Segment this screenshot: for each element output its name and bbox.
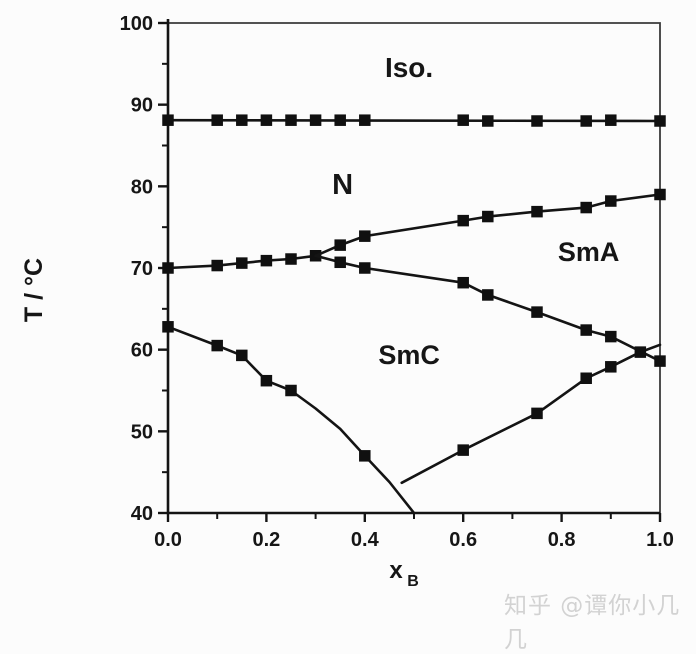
data-marker [457, 214, 469, 227]
data-marker [211, 114, 223, 126]
y-tick-label: 40 [131, 503, 153, 525]
data-marker [457, 114, 469, 126]
data-marker [236, 114, 248, 126]
data-marker [359, 262, 371, 274]
data-marker [654, 188, 666, 201]
x-tick-label: 0.4 [351, 529, 380, 551]
y-axis-title: T / °C [20, 258, 48, 322]
data-marker [285, 384, 297, 397]
series-line-5 [400, 343, 662, 485]
data-marker [654, 115, 666, 127]
data-marker [580, 324, 592, 336]
x-axis-title: x [389, 557, 403, 584]
data-marker [236, 349, 248, 362]
data-marker [531, 306, 543, 318]
data-marker [580, 201, 592, 214]
series-line-4 [166, 325, 416, 515]
data-marker [359, 114, 371, 126]
y-tick-label: 80 [131, 176, 153, 198]
y-tick-label: 90 [131, 95, 153, 117]
data-marker [531, 115, 543, 127]
data-marker [211, 339, 223, 352]
data-marker [531, 407, 543, 420]
data-marker [605, 361, 617, 373]
data-marker [580, 115, 592, 127]
x-tick-label: 0.0 [154, 529, 182, 551]
data-marker [334, 239, 346, 251]
phase-label-smc: SmC [378, 340, 440, 370]
data-marker [211, 259, 223, 272]
data-marker [482, 115, 494, 127]
phase-label-sma: SmA [558, 237, 620, 267]
y-tick-label: 70 [131, 258, 153, 280]
x-axis-title-subscript: B [407, 573, 419, 590]
phase-diagram-figure: 100 90 80 70 60 50 40 0.0 0.2 0.4 0.6 0.8 1.0 T / °C x… [20, 13, 674, 590]
data-marker [654, 355, 666, 367]
data-marker [260, 254, 273, 267]
plot-border [168, 22, 661, 513]
x-tick-label: 0.8 [548, 529, 576, 551]
data-marker [285, 253, 297, 265]
data-marker [260, 114, 273, 126]
data-marker [162, 114, 174, 126]
phase-label-n: N [332, 169, 353, 201]
data-marker [162, 262, 174, 274]
data-marker [359, 450, 371, 462]
data-marker [236, 257, 248, 269]
data-marker [482, 289, 494, 301]
data-marker [605, 195, 617, 207]
y-tick-label: 50 [131, 421, 153, 443]
data-marker [285, 114, 297, 126]
data-marker [634, 346, 647, 358]
series-line-0 [166, 118, 662, 123]
watermark: 知乎 @谭你小几几 [504, 593, 681, 653]
data-marker [457, 444, 469, 456]
data-marker [260, 374, 273, 387]
data-marker [334, 256, 346, 269]
x-tick-label: 0.6 [449, 529, 477, 551]
data-marker [309, 114, 322, 126]
data-marker [605, 330, 617, 343]
data-marker [359, 230, 371, 242]
x-tick-label: 1.0 [646, 529, 674, 551]
data-marker [334, 114, 346, 126]
data-marker [531, 205, 543, 218]
data-marker [162, 321, 174, 333]
phase-label-iso: Iso. [385, 52, 433, 83]
data-marker [482, 210, 494, 223]
data-marker [580, 372, 592, 384]
data-marker [457, 276, 469, 289]
phase-diagram-svg: 100 90 80 70 60 50 400.0 0.2 0.4 0.6 0.8 1.0 T / °C x… [20, 13, 674, 590]
data-marker [605, 114, 617, 126]
y-tick-label: 100 [120, 13, 153, 35]
y-tick-label: 60 [131, 340, 153, 362]
x-tick-label: 0.2 [252, 529, 280, 551]
